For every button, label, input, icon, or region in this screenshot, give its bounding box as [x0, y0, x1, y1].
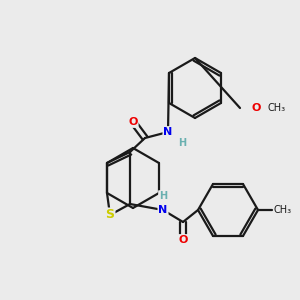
Text: O: O: [178, 235, 188, 245]
Text: CH₃: CH₃: [274, 205, 292, 215]
Text: N: N: [158, 205, 168, 215]
Text: H: H: [159, 191, 167, 201]
Text: N: N: [164, 127, 172, 137]
Text: CH₃: CH₃: [268, 103, 286, 113]
Text: S: S: [106, 208, 115, 221]
Text: O: O: [128, 117, 138, 127]
Text: H: H: [178, 138, 186, 148]
Text: O: O: [251, 103, 261, 113]
